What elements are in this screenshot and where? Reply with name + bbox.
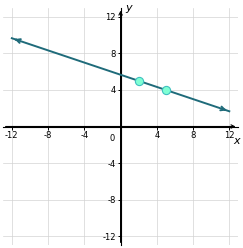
- Point: [137, 79, 141, 83]
- Point: [164, 88, 168, 92]
- Text: x: x: [233, 136, 240, 146]
- Text: y: y: [125, 3, 132, 13]
- Text: 0: 0: [110, 134, 115, 143]
